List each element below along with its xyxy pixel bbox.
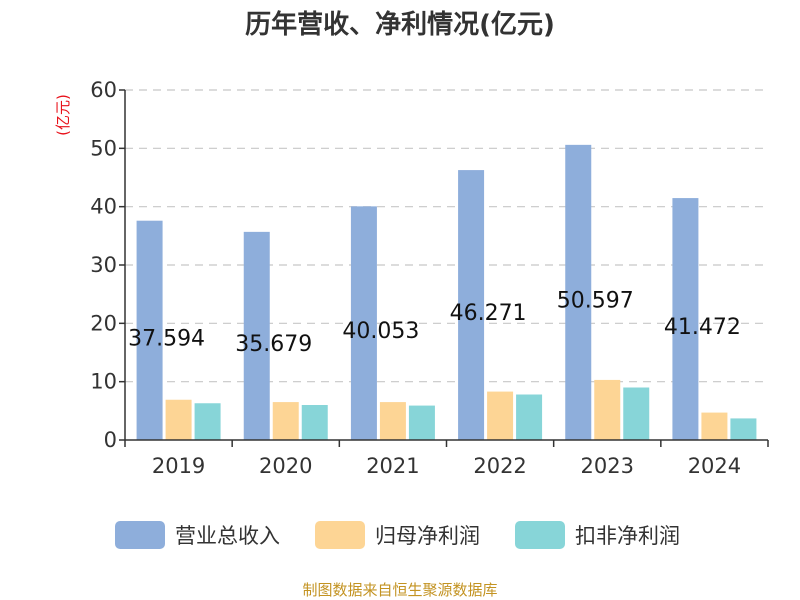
- y-tick-label: 0: [104, 428, 117, 452]
- data-label: 40.053: [342, 319, 419, 344]
- legend-swatch: [115, 521, 165, 549]
- legend-label: 营业总收入: [175, 524, 280, 548]
- y-axis-unit: (亿元): [54, 94, 72, 136]
- y-tick-label: 10: [90, 370, 117, 394]
- chart-title: 历年营收、净利情况(亿元): [245, 9, 555, 40]
- bar-2021-series-3: [408, 405, 435, 440]
- source-note: 制图数据来自恒生聚源数据库: [302, 581, 497, 599]
- x-tick-label: 2019: [152, 454, 205, 478]
- legend-item-2[interactable]: 归母净利润: [315, 521, 480, 549]
- legend-label: 归母净利润: [375, 524, 480, 548]
- legend-swatch: [315, 521, 365, 549]
- bar-2022-series-2: [487, 391, 514, 440]
- legend-item-1[interactable]: 营业总收入: [115, 521, 280, 549]
- data-label: 50.597: [557, 288, 634, 313]
- bar-2021-series-1: [350, 206, 377, 440]
- data-label: 41.472: [664, 315, 741, 340]
- bar-2023-series-3: [623, 387, 650, 440]
- bar-2019-series-3: [194, 403, 221, 440]
- bars: [136, 144, 757, 441]
- bar-2024-series-1: [672, 198, 699, 440]
- bar-2019-series-1: [136, 220, 163, 440]
- data-label: 37.594: [128, 326, 205, 351]
- bar-2020-series-2: [272, 402, 299, 440]
- bar-2024-series-2: [701, 412, 728, 440]
- legend-swatch: [515, 521, 565, 549]
- bar-2020-series-3: [301, 405, 328, 440]
- bar-2023-series-2: [594, 379, 621, 440]
- bar-2019-series-2: [165, 399, 192, 440]
- legend-item-3[interactable]: 扣非净利润: [515, 521, 680, 549]
- legend-label: 扣非净利润: [575, 524, 680, 548]
- data-label: 35.679: [235, 332, 312, 357]
- data-label: 46.271: [450, 301, 527, 326]
- legend[interactable]: 营业总收入 归母净利润 扣非净利润: [115, 521, 680, 549]
- bar-2023-series-1: [565, 144, 592, 440]
- y-tick-label: 60: [90, 78, 117, 102]
- x-tick-label: 2023: [581, 454, 634, 478]
- bar-2020-series-1: [243, 231, 270, 440]
- x-axis-ticks: 2019 2020 2021 2022 2023 2024: [124, 440, 769, 478]
- y-tick-label: 20: [90, 311, 117, 335]
- x-tick-label: 2022: [473, 454, 526, 478]
- x-tick-label: 2024: [688, 454, 741, 478]
- bar-2022-series-3: [516, 394, 543, 440]
- bar-2024-series-3: [730, 418, 757, 440]
- x-tick-label: 2021: [366, 454, 419, 478]
- y-tick-label: 30: [90, 253, 117, 277]
- data-labels: 37.594 35.679 40.053 46.271 50.597 41.472: [128, 288, 741, 357]
- y-tick-label: 40: [90, 195, 117, 219]
- grid-lines: [125, 89, 768, 383]
- bar-2022-series-1: [458, 170, 485, 441]
- y-tick-label: 50: [90, 136, 117, 160]
- bar-2021-series-2: [379, 402, 406, 440]
- y-axis-ticks: 0 10 20 30 40 50 60: [90, 78, 125, 452]
- x-tick-label: 2020: [259, 454, 312, 478]
